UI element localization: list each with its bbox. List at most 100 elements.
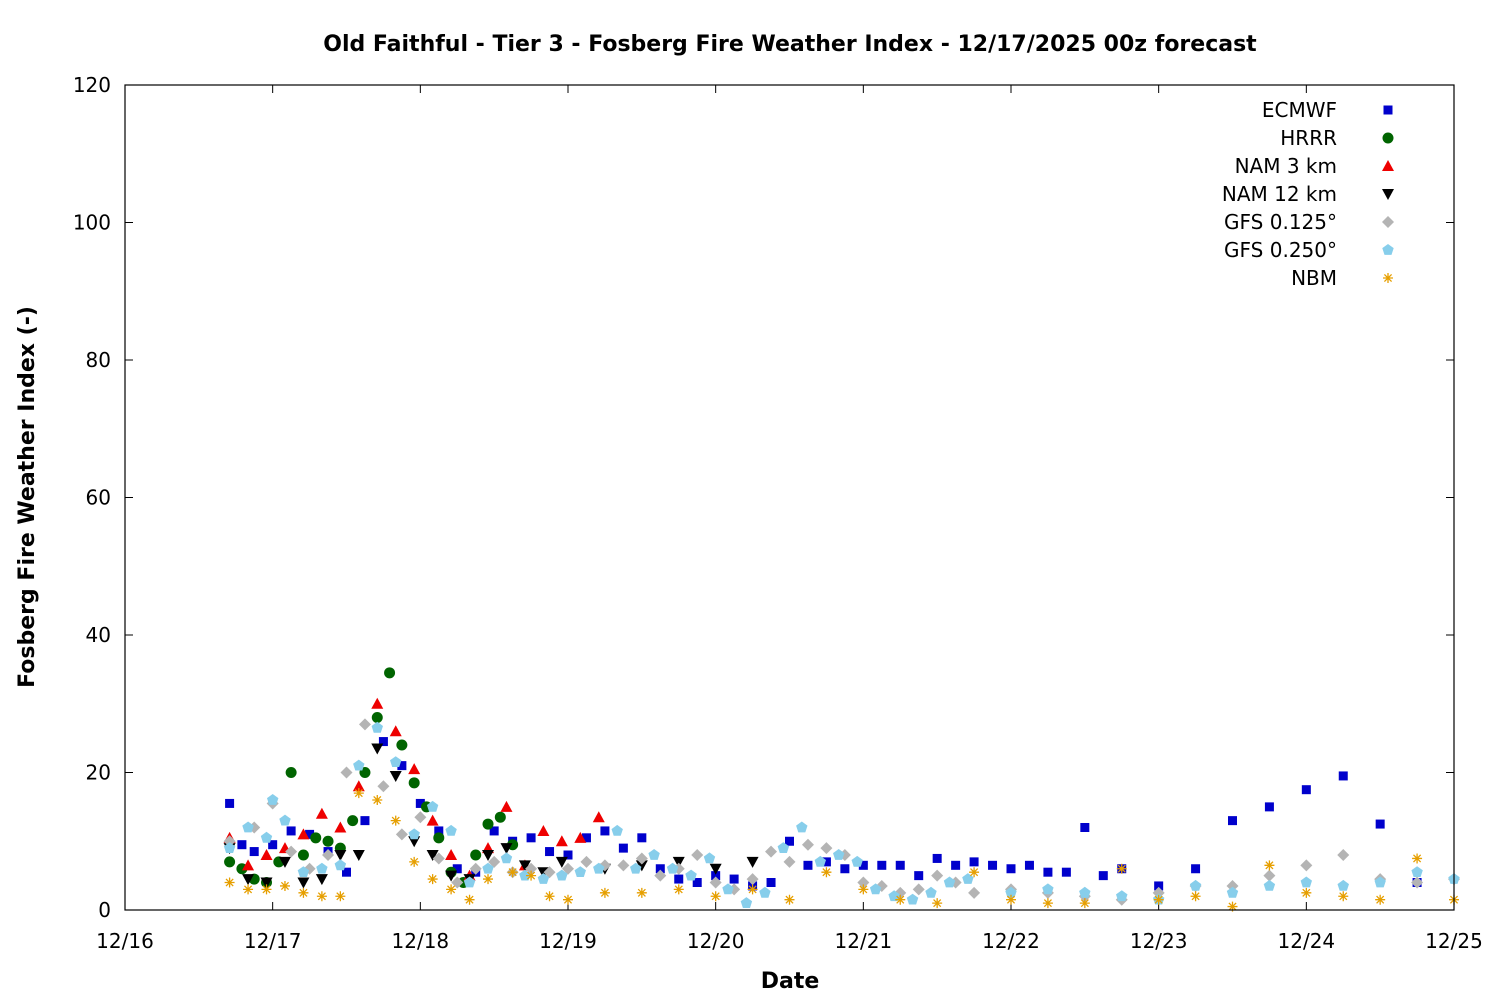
point-gfs-0-250 <box>1337 879 1349 891</box>
y-tick-label: 120 <box>73 73 111 97</box>
point-gfs-0-125 <box>377 780 390 793</box>
x-tick-label: 12/22 <box>982 929 1040 953</box>
point-nam-3-km <box>592 811 605 823</box>
point-gfs-0-250 <box>537 873 550 884</box>
point-gfs-0-250 <box>260 831 273 843</box>
point-nbm <box>1264 860 1275 871</box>
point-nam-3-km <box>352 780 365 792</box>
point-nbm <box>526 870 537 881</box>
point-nam-12-km <box>518 860 531 872</box>
point-hrrr <box>297 849 309 861</box>
point-ecmwf <box>840 864 850 874</box>
x-tick-label: 12/18 <box>392 929 450 953</box>
point-ecmwf <box>655 864 665 874</box>
chart-title: Old Faithful - Tier 3 - Fosberg Fire Wea… <box>323 32 1257 57</box>
point-gfs-0-125 <box>562 862 574 875</box>
point-ecmwf <box>378 737 388 747</box>
point-nam-12-km <box>315 874 328 886</box>
point-ecmwf <box>1264 802 1274 812</box>
point-nbm <box>1042 898 1053 909</box>
point-ecmwf <box>1154 881 1164 891</box>
point-gfs-0-250 <box>1005 886 1017 898</box>
legend-label-gfs-0-125: GFS 0.125° <box>1224 210 1337 234</box>
point-nbm <box>1079 898 1090 909</box>
point-gfs-0-250 <box>851 855 863 867</box>
legend-marker-nam-3-km <box>1382 160 1394 171</box>
point-nbm <box>544 891 555 902</box>
point-ecmwf <box>434 826 444 836</box>
point-ecmwf <box>268 840 278 850</box>
point-nam-3-km <box>260 849 273 860</box>
x-tick-label: 12/25 <box>1425 929 1483 953</box>
point-gfs-0-250 <box>943 876 956 888</box>
point-nbm <box>1301 887 1312 898</box>
point-nam-12-km <box>371 743 384 755</box>
point-ecmwf <box>637 833 647 843</box>
point-ecmwf <box>951 860 961 870</box>
point-gfs-0-125 <box>322 849 335 861</box>
series-ecmwf <box>225 737 1422 891</box>
point-gfs-0-250 <box>1116 890 1128 902</box>
point-ecmwf <box>342 867 351 877</box>
point-gfs-0-250 <box>279 814 291 826</box>
point-gfs-0-125 <box>765 845 778 858</box>
point-gfs-0-125 <box>1337 849 1350 861</box>
point-nam-3-km <box>334 821 347 833</box>
point-ecmwf <box>545 847 555 857</box>
point-ecmwf <box>237 840 247 850</box>
point-gfs-0-250 <box>353 759 365 771</box>
point-gfs-0-250 <box>371 721 383 733</box>
x-tick-label: 12/16 <box>96 929 154 953</box>
point-gfs-0-250 <box>722 883 734 895</box>
point-nam-3-km <box>537 824 550 836</box>
x-tick-label: 12/21 <box>835 929 893 953</box>
point-gfs-0-250 <box>1079 886 1091 898</box>
x-tick-label: 12/24 <box>1278 929 1336 953</box>
series-gfs-0-250 <box>223 721 1460 908</box>
point-nbm <box>1375 894 1386 905</box>
point-ecmwf <box>674 874 684 884</box>
point-gfs-0-250 <box>316 862 328 874</box>
series-nbm <box>224 788 1459 912</box>
point-gfs-0-125 <box>432 852 445 865</box>
point-nam-12-km <box>389 770 402 782</box>
point-hrrr <box>347 815 359 827</box>
point-ecmwf <box>286 826 296 836</box>
point-nam-12-km <box>352 850 365 861</box>
point-gfs-0-125 <box>654 869 667 882</box>
point-gfs-0-125 <box>709 876 722 889</box>
point-gfs-0-125 <box>617 859 630 872</box>
point-nam-3-km <box>408 763 421 775</box>
point-ecmwf <box>249 847 259 857</box>
point-gfs-0-250 <box>1226 886 1239 898</box>
point-nbm <box>858 884 869 895</box>
legend-marker-ecmwf <box>1383 105 1393 115</box>
point-nbm <box>673 884 684 895</box>
point-hrrr <box>433 832 445 844</box>
point-gfs-0-250 <box>1411 866 1423 877</box>
point-gfs-0-250 <box>1042 883 1054 895</box>
point-gfs-0-125 <box>395 828 408 841</box>
point-nbm <box>710 891 721 902</box>
point-gfs-0-125 <box>285 845 298 858</box>
point-nbm <box>1338 891 1349 902</box>
point-gfs-0-250 <box>740 897 753 908</box>
point-nbm <box>784 894 795 905</box>
point-ecmwf <box>729 874 739 884</box>
point-gfs-0-250 <box>1300 876 1312 888</box>
point-gfs-0-250 <box>759 886 771 898</box>
point-nam-12-km <box>709 863 722 875</box>
point-nbm <box>563 894 573 905</box>
point-ecmwf <box>1228 816 1237 826</box>
point-ecmwf <box>225 798 235 808</box>
point-hrrr <box>224 856 236 868</box>
point-nam-3-km <box>500 800 513 812</box>
point-nam-12-km <box>426 850 439 861</box>
point-gfs-0-250 <box>833 849 845 860</box>
point-nam-12-km <box>500 843 513 855</box>
point-gfs-0-125 <box>820 842 833 855</box>
point-gfs-0-125 <box>580 855 593 868</box>
point-nam-3-km <box>574 831 587 843</box>
point-hrrr <box>494 811 506 823</box>
point-gfs-0-250 <box>500 852 513 864</box>
